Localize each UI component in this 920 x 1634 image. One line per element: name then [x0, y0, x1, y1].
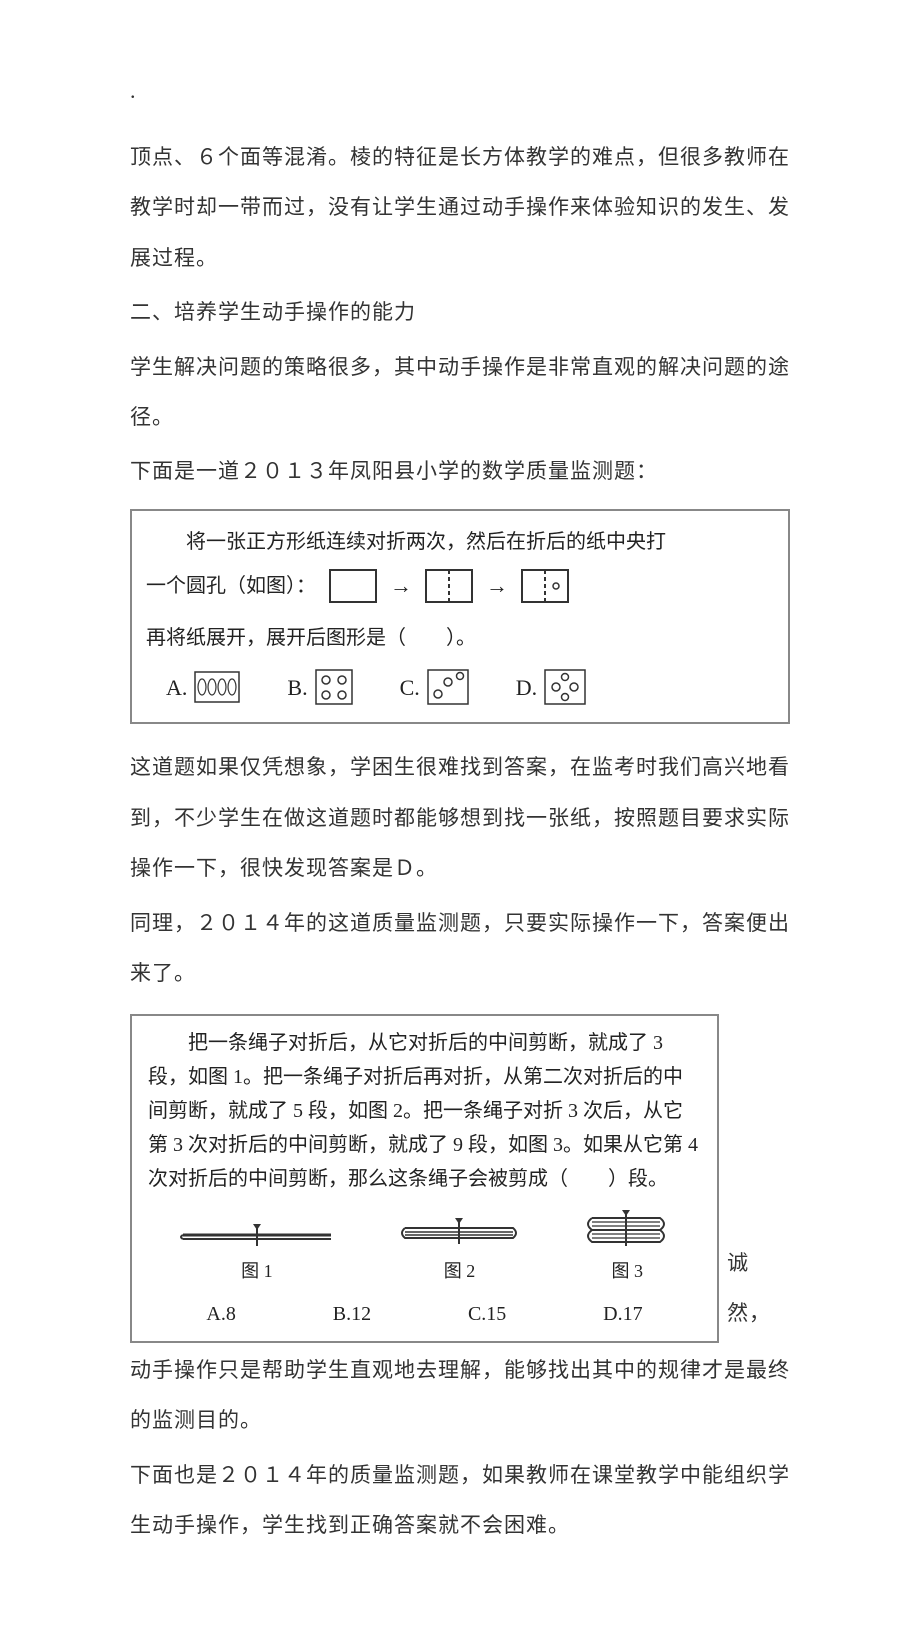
fig2-label: 图 2 — [444, 1256, 476, 1287]
box2-text: 把一条绳子对折后，从它对折后的中间剪断，就成了 3 段，如图 1。把一条绳子对折… — [148, 1026, 701, 1196]
document-page: . 顶点、６个面等混淆。棱的特征是长方体教学的难点，但很多教师在教学时却一带而过… — [0, 0, 920, 1634]
option-b: B. — [287, 667, 353, 709]
fold-step-2-icon — [422, 566, 476, 606]
box1-line3: 再将纸展开，展开后图形是（ ）。 — [146, 619, 774, 657]
paragraph-5: 同理，２０１４年的这道质量监测题，只要实际操作一下，答案便出来了。 — [130, 898, 790, 999]
option-d-icon — [543, 668, 587, 706]
problem-box-1: 将一张正方形纸连续对折两次，然后在折后的纸中央打 一个圆孔（如图）： → → — [130, 509, 790, 725]
box1-options: A. B. C. — [146, 667, 774, 709]
option-a-label: A. — [166, 667, 187, 709]
trailing-text: 诚然， — [727, 1238, 790, 1345]
option-c-label: C. — [400, 667, 420, 709]
rope-fig-1-icon — [177, 1220, 337, 1250]
option-b-label: B. — [287, 667, 307, 709]
paragraph-4: 这道题如果仅凭想象，学困生很难找到答案，在监考时我们高兴地看到，不少学生在做这道… — [130, 742, 790, 893]
fig1-label: 图 1 — [241, 1256, 273, 1287]
paragraph-7: 下面也是２０１４年的质量监测题，如果教师在课堂教学中能组织学生动手操作，学生找到… — [130, 1450, 790, 1551]
fold-step-3-icon — [518, 566, 572, 606]
option-c: C. — [400, 667, 470, 709]
paragraph-6: 动手操作只是帮助学生直观地去理解，能够找出其中的规律才是最终的监测目的。 — [130, 1345, 790, 1446]
option-a-icon — [193, 670, 241, 704]
rope-fig-3-icon — [582, 1210, 672, 1250]
fig3-label: 图 3 — [611, 1256, 643, 1287]
paragraph-2: 学生解决问题的策略很多，其中动手操作是非常直观的解决问题的途径。 — [130, 342, 790, 443]
page-dot: . — [130, 80, 790, 102]
box1-line2a: 一个圆孔（如图）： — [146, 567, 316, 605]
paragraph-1: 顶点、６个面等混淆。棱的特征是长方体教学的难点，但很多教师在教学时却一带而过，没… — [130, 132, 790, 283]
rope-fig-2: 图 2 — [395, 1216, 525, 1287]
rope-fig-1: 图 1 — [177, 1220, 337, 1287]
box1-fold-row: 一个圆孔（如图）： → → — [146, 565, 774, 607]
arrow-icon: → — [486, 565, 508, 607]
option-d: D. — [516, 667, 587, 709]
problem-box-2: 把一条绳子对折后，从它对折后的中间剪断，就成了 3 段，如图 1。把一条绳子对折… — [130, 1014, 719, 1343]
box1-line1: 将一张正方形纸连续对折两次，然后在折后的纸中央打 — [186, 531, 666, 553]
option-c-icon — [426, 668, 470, 706]
fold-step-1-icon — [326, 566, 380, 606]
option-d-label: D. — [516, 667, 537, 709]
option-a: A. — [166, 667, 241, 709]
rope-figures: 图 1 图 2 — [148, 1210, 701, 1287]
rope-fig-2-icon — [395, 1216, 525, 1250]
arrow-icon: → — [390, 565, 412, 607]
heading-section-2: 二、培养学生动手操作的能力 — [130, 287, 790, 337]
option-b-icon — [314, 668, 354, 706]
rope-fig-3: 图 3 — [582, 1210, 672, 1287]
paragraph-3: 下面是一道２０１３年凤阳县小学的数学质量监测题： — [130, 446, 790, 496]
